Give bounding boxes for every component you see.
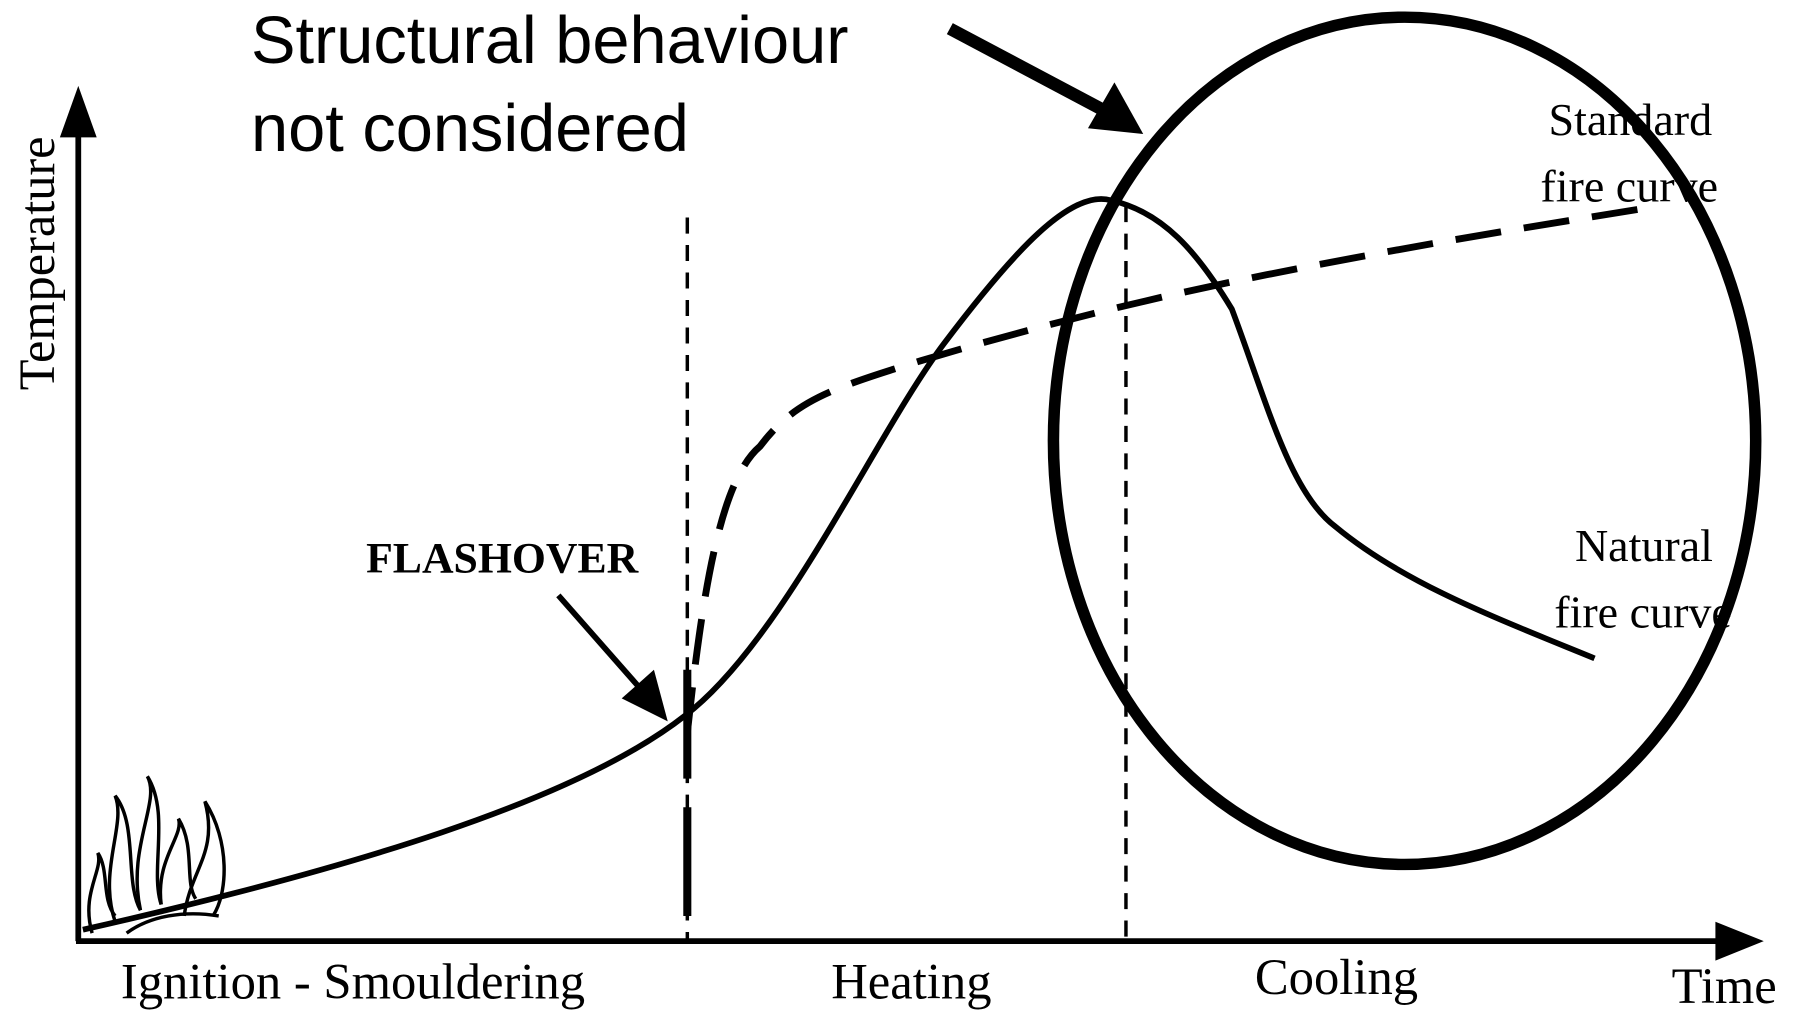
phase-label: Ignition - Smouldering bbox=[121, 954, 585, 1010]
y-arrow bbox=[60, 86, 97, 138]
page: Structural behaviour not considered Temp… bbox=[0, 0, 1796, 1011]
annotation-line: Structural behaviour bbox=[251, 4, 848, 78]
phase-label: Cooling bbox=[1255, 949, 1418, 1005]
standard-curve-label: Standard bbox=[1548, 94, 1712, 145]
flashover-label: FLASHOVER bbox=[366, 535, 639, 583]
flashover-arrow bbox=[558, 595, 639, 687]
x-axis-label: Time bbox=[1672, 958, 1777, 1011]
natural-curve-label: Natural bbox=[1575, 520, 1713, 571]
natural-fire-curve bbox=[83, 199, 1595, 930]
annotation-line: not considered bbox=[251, 92, 689, 166]
y-axis-label: Temperature bbox=[9, 136, 65, 390]
annotation-arrow bbox=[950, 29, 1105, 111]
standard-curve-label: fire curve bbox=[1540, 161, 1718, 212]
standard-fire-curve bbox=[687, 206, 1658, 733]
x-arrow bbox=[1715, 922, 1763, 961]
natural-curve-label: fire curve bbox=[1554, 587, 1732, 638]
phase-label: Heating bbox=[831, 954, 991, 1010]
diagram: Structural behaviour not considered Temp… bbox=[0, 0, 1796, 1011]
